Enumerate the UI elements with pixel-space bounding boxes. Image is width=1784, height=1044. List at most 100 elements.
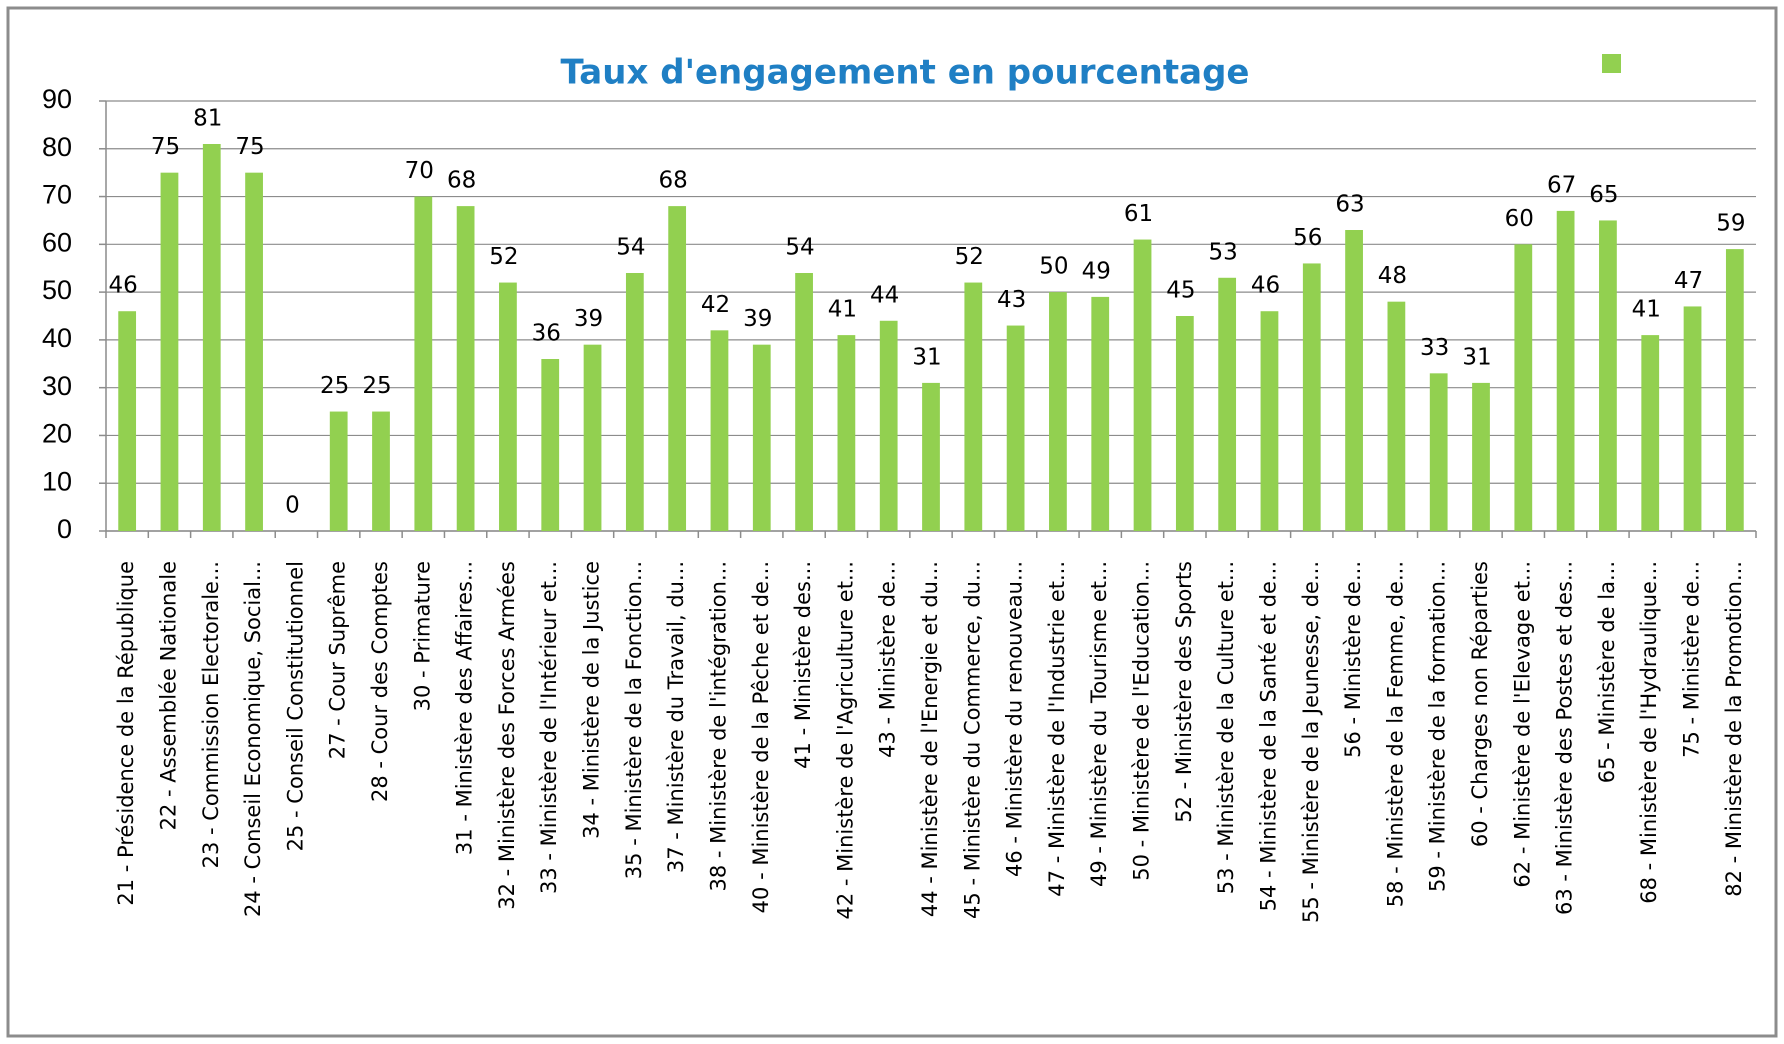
data-label: 44 <box>870 282 899 308</box>
data-label: 52 <box>955 244 984 270</box>
data-label: 41 <box>828 297 857 323</box>
x-tick-label: 31 - Ministère des Affaires... <box>453 561 477 855</box>
x-tick-label: 53 - Ministère de la Culture et... <box>1214 561 1238 894</box>
x-tick-label: 24 - Conseil Economique, Social... <box>241 561 265 917</box>
data-label: 41 <box>1632 297 1661 323</box>
bar <box>1599 220 1617 531</box>
data-label: 56 <box>1293 225 1322 251</box>
data-label: 46 <box>1251 273 1280 299</box>
data-label: 61 <box>1124 201 1153 227</box>
bar <box>879 320 898 531</box>
bar <box>1556 210 1575 531</box>
data-label: 63 <box>1335 192 1364 218</box>
x-tick-label: 33 - Ministère de l'Intérieur et... <box>537 561 561 894</box>
y-tick-label: 90 <box>42 84 72 114</box>
bar <box>1641 335 1660 531</box>
x-tick-label: 41 - Ministère des... <box>791 561 815 769</box>
y-tick-label: 10 <box>42 466 72 496</box>
chart-title: Taux d'engagement en pourcentage <box>561 53 1250 93</box>
data-label: 59 <box>1716 211 1745 237</box>
x-tick-label: 21 - Présidence de la République <box>114 561 138 906</box>
data-label: 45 <box>1166 278 1195 304</box>
y-tick-label: 50 <box>42 275 72 305</box>
bar <box>202 144 221 531</box>
y-tick-label: 60 <box>42 227 72 257</box>
data-label: 68 <box>447 168 476 194</box>
bar <box>1175 316 1194 531</box>
bar <box>1302 263 1321 531</box>
bar <box>160 172 179 531</box>
x-tick-label: 47 - Ministère de l'Industrie et... <box>1045 561 1069 897</box>
bar <box>1472 382 1490 531</box>
data-label: 54 <box>616 235 645 261</box>
y-tick-label: 40 <box>42 323 72 353</box>
x-tick-label: 54 - Ministère de la Santé et de... <box>1256 561 1280 911</box>
data-label: 31 <box>1462 344 1491 370</box>
data-label: 25 <box>320 373 349 399</box>
x-tick-label: 35 - Ministère de la Fonction... <box>622 561 646 879</box>
data-label: 60 <box>1505 206 1534 232</box>
bar <box>1683 306 1702 531</box>
data-label: 68 <box>659 168 688 194</box>
x-tick-label: 32 - Ministère des Forces Armées <box>495 561 519 910</box>
bar <box>922 382 940 531</box>
x-tick-label: 40 - Ministère de la Pêche et de... <box>749 561 773 913</box>
x-tick-label: 68 - Ministère de l'Hydraulique... <box>1637 561 1661 904</box>
x-tick-label: 30 - Primature <box>410 561 434 711</box>
x-tick-label: 58 - Ministère de la Femme, de... <box>1383 561 1407 907</box>
data-label: 47 <box>1674 268 1703 294</box>
x-tick-label: 46 - Ministère du renouveau... <box>1003 561 1027 877</box>
x-tick-label: 55 - Ministère de la Jeunesse, de... <box>1299 561 1323 923</box>
bar <box>1091 296 1110 531</box>
bar <box>625 273 644 531</box>
x-tick-label: 50 - Ministère de l'Education... <box>1130 561 1154 881</box>
bar <box>245 172 263 531</box>
data-label: 52 <box>489 244 518 270</box>
bar <box>1218 277 1237 531</box>
data-label: 65 <box>1589 182 1618 208</box>
x-tick-label: 56 - Ministère de... <box>1341 561 1365 758</box>
bar <box>541 359 560 531</box>
y-tick-label: 70 <box>42 180 72 210</box>
bar <box>1133 239 1152 532</box>
data-label: 48 <box>1378 263 1407 289</box>
y-tick-label: 20 <box>42 419 72 449</box>
x-tick-label: 62 - Ministère de l'Elevage et... <box>1510 561 1534 888</box>
x-tick-label: 34 - Ministère de la Justice <box>580 561 604 839</box>
bar <box>1514 244 1533 532</box>
x-tick-label: 25 - Conseil Constitutionnel <box>283 561 307 851</box>
bar <box>710 330 729 531</box>
bar <box>1260 311 1279 531</box>
y-tick-label: 0 <box>57 514 72 544</box>
bar <box>837 335 856 531</box>
data-label: 31 <box>912 344 941 370</box>
bar <box>456 206 475 531</box>
x-tick-label: 45 - Ministère du Commerce, du... <box>960 561 984 919</box>
data-label: 36 <box>532 321 561 347</box>
x-tick-label: 38 - Ministère de l'intégration... <box>706 561 730 892</box>
bar <box>499 282 517 531</box>
x-tick-label: 23 - Commission Electorale... <box>199 561 223 868</box>
bar <box>752 344 771 531</box>
bar <box>583 344 602 531</box>
x-tick-label: 28 - Cour des Comptes <box>368 561 392 802</box>
bar <box>795 273 813 531</box>
data-label: 70 <box>405 158 434 184</box>
data-label: 46 <box>109 273 138 299</box>
data-label: 81 <box>193 106 222 132</box>
bar <box>668 206 687 531</box>
bar <box>372 411 390 531</box>
data-label: 50 <box>1039 254 1068 280</box>
x-tick-label: 37 - Ministère du Travail, du... <box>664 561 688 873</box>
y-tick-label: 30 <box>42 371 72 401</box>
data-label: 75 <box>235 134 264 160</box>
x-tick-label: 75 - Ministère de... <box>1680 561 1704 758</box>
x-tick-label: 63 - Ministère des Postes et des... <box>1553 561 1577 915</box>
data-label: 25 <box>362 373 391 399</box>
bar <box>414 196 433 532</box>
bar <box>1387 301 1406 531</box>
x-tick-label: 43 - Ministère de... <box>876 561 900 758</box>
bar <box>118 311 137 531</box>
bar <box>1429 373 1448 531</box>
